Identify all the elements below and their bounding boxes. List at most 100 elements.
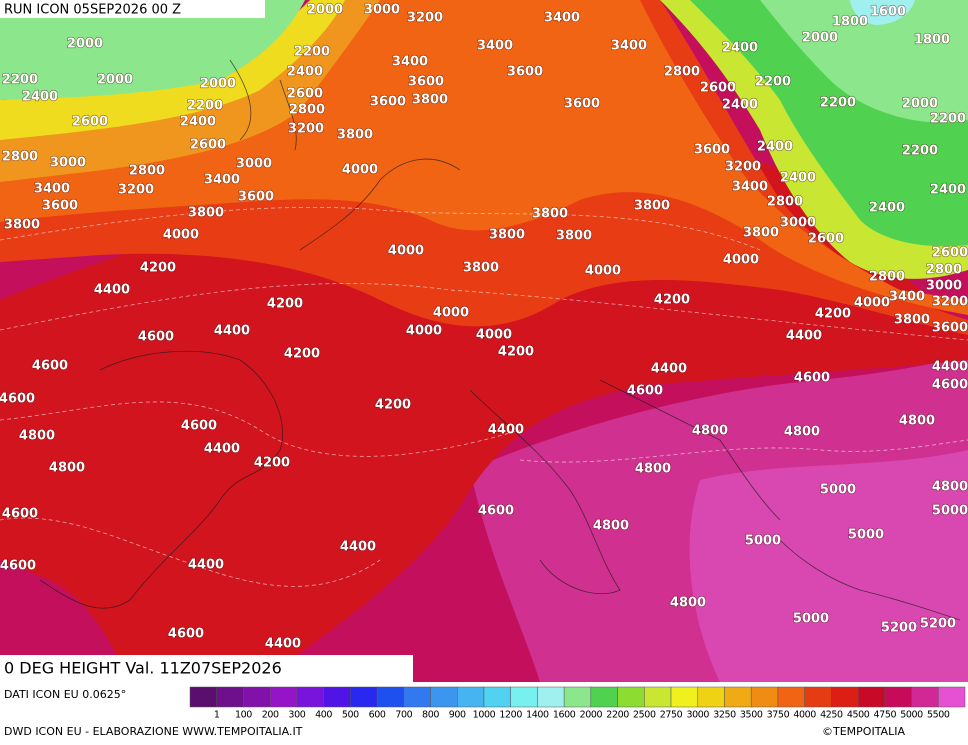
contour-label: 4400 <box>204 442 240 457</box>
contour-label: 3600 <box>408 75 444 90</box>
legend-swatch <box>938 686 966 708</box>
contour-label: 3800 <box>337 128 373 143</box>
contour-label: 4600 <box>0 559 36 574</box>
contour-label: 2400 <box>180 115 216 130</box>
zone-light-green-east <box>760 0 968 123</box>
legend-label: 5000 <box>900 710 923 721</box>
contour-label: 4800 <box>784 425 820 440</box>
contour-label: 3600 <box>370 95 406 110</box>
legend-label: 2500 <box>633 710 656 721</box>
isolines <box>0 206 968 587</box>
contour-label: 3400 <box>732 180 768 195</box>
contour-label: 2000 <box>307 3 343 18</box>
contour-label: 2600 <box>808 232 844 247</box>
legend-label: 4750 <box>874 710 897 721</box>
legend-swatch <box>216 686 244 708</box>
contour-label: 4800 <box>932 480 968 495</box>
contour-label: 3600 <box>42 199 78 214</box>
contour-label: 3600 <box>564 97 600 112</box>
legend-label: 400 <box>315 710 332 721</box>
contour-label: 4800 <box>593 519 629 534</box>
legend-label: 3250 <box>713 710 736 721</box>
contour-label: 2600 <box>932 246 968 261</box>
contour-label: 4800 <box>49 461 85 476</box>
legend-label: 4250 <box>820 710 843 721</box>
contour-label: 4800 <box>670 596 706 611</box>
contour-label: 3200 <box>725 160 761 175</box>
contour-label: 5000 <box>932 504 968 519</box>
contour-label: 2800 <box>289 103 325 118</box>
contour-label: 4600 <box>478 504 514 519</box>
legend-swatch <box>350 686 378 708</box>
contour-label: 4000 <box>406 324 442 339</box>
contour-label: 2200 <box>755 75 791 90</box>
legend-swatch <box>777 686 805 708</box>
legend-label: 900 <box>449 710 466 721</box>
legend-swatch <box>750 686 779 708</box>
contour-label: 4400 <box>265 637 301 652</box>
legend-swatch <box>510 686 538 708</box>
contour-label: 4200 <box>375 398 411 413</box>
contour-label: 4000 <box>342 163 378 178</box>
contour-label: 2800 <box>767 195 803 210</box>
contour-label: 3000 <box>780 216 816 231</box>
contour-label: 3800 <box>634 199 670 214</box>
contour-label: 3800 <box>4 218 40 233</box>
contour-label: 1800 <box>914 33 950 48</box>
contour-label: 4200 <box>498 345 534 360</box>
legend-label: 1600 <box>553 710 576 721</box>
contour-label: 4800 <box>19 429 55 444</box>
contour-label: 2200 <box>930 112 966 127</box>
legend-label: 5500 <box>927 710 950 721</box>
contour-label: 3400 <box>611 39 647 54</box>
contour-label: 3200 <box>932 295 968 310</box>
contour-label: 4400 <box>786 329 822 344</box>
contour-label: 4000 <box>433 306 469 321</box>
legend-swatch <box>911 686 939 708</box>
contour-label: 2800 <box>869 270 905 285</box>
contour-label: 2200 <box>294 45 330 60</box>
legend-swatch <box>831 686 859 708</box>
legend-label: 2750 <box>660 710 683 721</box>
contour-label: 3400 <box>392 55 428 70</box>
contour-label: 4600 <box>932 378 968 393</box>
legend-swatch <box>590 686 618 708</box>
contour-label: 2200 <box>187 99 223 114</box>
zone-orange <box>0 0 968 315</box>
contour-label: 4600 <box>138 330 174 345</box>
contour-label: 2200 <box>902 144 938 159</box>
contour-label: 4800 <box>635 462 671 477</box>
contour-label: 4200 <box>654 293 690 308</box>
contour-label: 3000 <box>50 156 86 171</box>
source-label: DATI ICON EU 0.0625° <box>4 688 126 701</box>
contour-label: 3600 <box>507 65 543 80</box>
contour-label: 4600 <box>2 507 38 522</box>
contour-label: 4000 <box>163 228 199 243</box>
zone-cyan <box>850 0 915 25</box>
contour-label: 4600 <box>627 384 663 399</box>
legend-label: 4500 <box>847 710 870 721</box>
legend-swatch <box>376 686 405 708</box>
contour-label: 4400 <box>188 558 224 573</box>
legend-swatch <box>804 686 832 708</box>
contour-label: 3400 <box>544 11 580 26</box>
contour-label: 3400 <box>204 173 240 188</box>
contour-label: 3200 <box>118 183 154 198</box>
contour-label: 5000 <box>820 483 856 498</box>
contour-label: 4400 <box>932 360 968 375</box>
contour-label: 4200 <box>140 261 176 276</box>
zone-green-west <box>0 0 305 100</box>
contour-label: 3000 <box>926 279 962 294</box>
legend-swatch <box>697 686 725 708</box>
contour-label: 2400 <box>930 183 966 198</box>
legend-swatch <box>644 686 672 708</box>
footer-copyright: ©TEMPOITALIA <box>822 725 905 738</box>
legend-swatch <box>269 686 298 708</box>
legend-label: 4000 <box>793 710 816 721</box>
contour-label: 4000 <box>854 296 890 311</box>
contour-label: 2400 <box>722 41 758 56</box>
legend-label: 500 <box>342 710 359 721</box>
